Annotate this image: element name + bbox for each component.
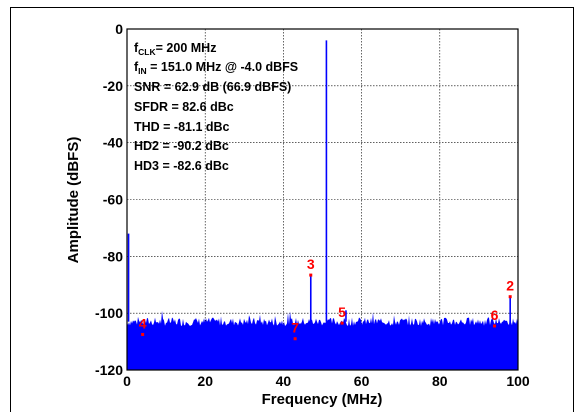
noise-floor: [127, 310, 518, 370]
figure-frame: [10, 7, 574, 412]
harmonic-label: 6: [491, 307, 499, 323]
spur-lines: [127, 40, 511, 322]
x-tick-label: 0: [123, 373, 131, 389]
annotation-snr: SNR = 62.9 dB (66.9 dBFS): [134, 80, 291, 94]
harmonic-markers: 4 7 3 5 62: [139, 256, 514, 341]
harmonic-label: 7: [291, 320, 299, 336]
y-axis-label: Amplitude (dBFS): [65, 137, 82, 264]
x-tick-label: 80: [432, 373, 448, 389]
annotation-fin: fIN = 151.0 MHz @ -4.0 dBFS: [134, 60, 298, 76]
y-tick-label: -100: [95, 305, 123, 321]
harmonic-label: 2: [506, 278, 514, 294]
y-tick-label: -40: [103, 135, 123, 151]
annotation-hd3: HD3 = -82.6 dBc: [134, 159, 229, 173]
y-tick-label: -80: [103, 248, 123, 264]
harmonic-label: 3: [307, 256, 315, 272]
harmonic-marker: [309, 273, 313, 277]
y-tick-label: 0: [115, 21, 123, 37]
noise-floor-fill: [127, 310, 518, 370]
harmonic-marker: [508, 295, 512, 299]
harmonic-marker: [293, 337, 297, 341]
x-axis-label: Frequency (MHz): [262, 391, 383, 408]
y-tick-labels: 0 -20 -40 -60 -80 -100 -120: [95, 21, 123, 378]
annotation-block: fCLK= 200 MHz fIN = 151.0 MHz @ -4.0 dBF…: [134, 41, 298, 173]
x-tick-label: 40: [276, 373, 292, 389]
y-tick-label: -120: [95, 362, 123, 378]
x-tick-label: 20: [197, 373, 213, 389]
plot-border: [126, 28, 519, 371]
y-tick-label: -60: [103, 192, 123, 208]
annotation-hd2: HD2 = -90.2 dBc: [134, 139, 229, 153]
x-tick-label: 100: [506, 373, 530, 389]
harmonic-label: 4: [139, 315, 147, 331]
y-tick-label: -20: [103, 78, 123, 94]
harmonic-marker: [340, 321, 344, 325]
x-tick-label: 60: [354, 373, 370, 389]
harmonic-marker: [493, 324, 497, 328]
x-tick-labels: 0 20 40 60 80 100: [123, 373, 530, 389]
harmonic-label: 5: [338, 304, 346, 320]
annotation-sfdr: SFDR = 82.6 dBc: [134, 100, 234, 114]
annotation-thd: THD = -81.1 dBc: [134, 120, 230, 134]
harmonic-marker: [141, 332, 145, 336]
annotation-fclk: fCLK= 200 MHz: [134, 41, 216, 57]
